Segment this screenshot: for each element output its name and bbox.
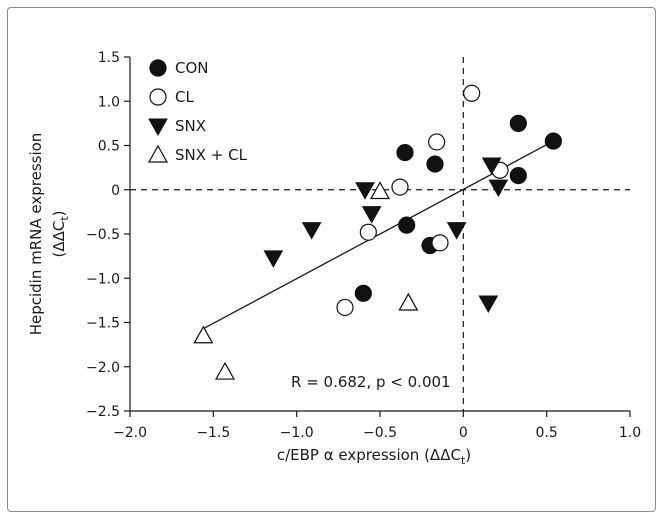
legend: CON CL SNX SNX + CL bbox=[147, 59, 248, 164]
y-tick-label: −1.5 bbox=[86, 316, 120, 332]
data-point bbox=[509, 166, 527, 185]
y-tick-label: −2.0 bbox=[86, 360, 120, 376]
data-points bbox=[193, 84, 562, 380]
data-point bbox=[193, 325, 214, 344]
reference-lines bbox=[130, 57, 630, 411]
y-tick-label: −2.5 bbox=[86, 404, 120, 420]
data-point bbox=[301, 222, 322, 240]
data-point bbox=[359, 223, 377, 241]
data-point bbox=[398, 292, 419, 311]
x-tick-label: −2.0 bbox=[113, 425, 147, 441]
data-point bbox=[214, 361, 236, 380]
x-tick-label: 0.5 bbox=[536, 425, 558, 441]
correlation-annotation: R = 0.682, p < 0.001 bbox=[291, 373, 451, 391]
data-point bbox=[398, 216, 416, 234]
data-point bbox=[391, 178, 409, 196]
axes: −2.0 −1.5 −1.0 −0.5 0 0.5 1.0 1.5 1.0 0.5 0 −0.5 −1.… bbox=[86, 50, 641, 441]
y-axis-label: Hepcidin mRNA expression bbox=[27, 133, 45, 336]
legend-marker bbox=[147, 144, 169, 163]
figure-frame bbox=[7, 7, 656, 512]
data-point bbox=[263, 250, 284, 268]
data-point bbox=[463, 84, 481, 102]
legend-label: SNX bbox=[175, 117, 206, 135]
legend-marker bbox=[148, 118, 168, 137]
y-axis-label-units: (ΔΔCt) bbox=[50, 210, 71, 257]
data-point bbox=[336, 298, 354, 317]
data-point bbox=[355, 182, 375, 200]
y-tick-label: 0.5 bbox=[98, 139, 120, 155]
legend-label: SNX + CL bbox=[175, 146, 248, 164]
legend-label: CON bbox=[175, 59, 209, 77]
legend-marker bbox=[149, 59, 167, 77]
data-point bbox=[478, 295, 499, 314]
x-tick-label: −1.0 bbox=[280, 425, 314, 441]
x-tick-label: 0 bbox=[459, 425, 468, 441]
data-point bbox=[354, 284, 372, 302]
data-point bbox=[369, 181, 391, 200]
x-axis-label: c/EBP α expression (ΔΔCt) bbox=[277, 446, 471, 467]
legend-label: CL bbox=[175, 88, 194, 106]
data-point bbox=[396, 143, 414, 162]
x-tick-label: 1.0 bbox=[619, 425, 641, 441]
y-tick-label: −1.0 bbox=[86, 271, 120, 287]
data-point bbox=[446, 222, 467, 240]
data-point bbox=[431, 234, 449, 252]
data-point bbox=[509, 114, 527, 132]
y-tick-label: −0.5 bbox=[86, 227, 120, 243]
y-tick-label: 1.5 bbox=[98, 50, 120, 66]
data-point bbox=[426, 155, 444, 173]
data-point bbox=[488, 179, 509, 198]
y-tick-label: 1.0 bbox=[98, 94, 120, 110]
data-point bbox=[481, 157, 502, 175]
x-tick-label: −1.5 bbox=[196, 425, 230, 441]
data-point bbox=[428, 133, 446, 151]
y-tick-label: 0 bbox=[111, 183, 120, 199]
data-point bbox=[361, 206, 382, 224]
x-tick-label: −0.5 bbox=[363, 425, 397, 441]
data-point bbox=[544, 132, 562, 150]
legend-marker bbox=[149, 88, 167, 106]
